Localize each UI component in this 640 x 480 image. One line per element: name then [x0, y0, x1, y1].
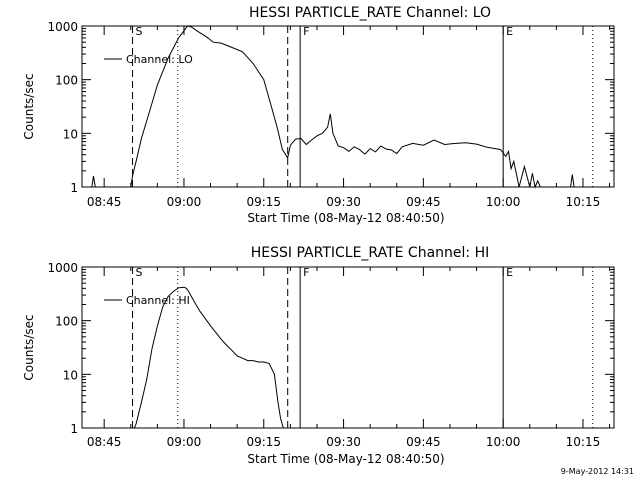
y-tick-label: 10	[63, 368, 78, 382]
x-tick-label: 10:00	[486, 195, 521, 209]
x-tick-label: 09:00	[167, 195, 202, 209]
legend-label: Channel: LO	[126, 53, 193, 66]
y-tick-label: 100	[55, 74, 78, 88]
y-tick-label: 1000	[47, 20, 78, 34]
y-tick-label: 100	[55, 315, 78, 329]
legend-label: Channel: HI	[126, 294, 190, 307]
y-axis-label: Counts/sec	[22, 314, 36, 380]
series-line	[133, 286, 284, 429]
chart-title: HESSI PARTICLE_RATE Channel: LO	[249, 5, 491, 21]
x-tick-label: 09:45	[406, 435, 441, 449]
timestamp: 9-May-2012 14:31	[561, 467, 634, 476]
marker-label: F	[303, 266, 309, 279]
plot-frame	[81, 266, 615, 429]
chart-title: HESSI PARTICLE_RATE Channel: HI	[251, 245, 489, 261]
y-tick-label: 1000	[47, 261, 78, 275]
marker-label: S	[136, 25, 143, 38]
x-tick-label: 09:15	[246, 195, 281, 209]
x-tick-label: 10:15	[566, 195, 601, 209]
x-tick-label: 09:00	[167, 435, 202, 449]
chart-panel-lo: HESSI PARTICLE_RATE Channel: LO 1 10 100 100…	[22, 5, 615, 225]
x-tick-label: 10:00	[486, 435, 521, 449]
marker-label: F	[303, 25, 309, 38]
x-tick-label: 09:30	[326, 435, 361, 449]
x-tick-label: 09:45	[406, 195, 441, 209]
chart-panel-hi: HESSI PARTICLE_RATE Channel: HI 1 10 100 100…	[22, 245, 615, 466]
marker-label: E	[506, 266, 513, 279]
marker-label: E	[506, 25, 513, 38]
x-axis-label: Start Time (08-May-12 08:40:50)	[247, 211, 444, 225]
x-tick-label: 08:45	[87, 435, 122, 449]
x-tick-label: 09:15	[246, 435, 281, 449]
marker-label: S	[136, 266, 143, 279]
x-axis-label: Start Time (08-May-12 08:40:50)	[247, 452, 444, 466]
x-tick-label: 08:45	[87, 195, 122, 209]
plot-frame	[81, 25, 615, 188]
y-tick-label: 1	[70, 422, 78, 436]
x-tick-label: 09:30	[326, 195, 361, 209]
y-axis-label: Counts/sec	[22, 73, 36, 139]
series-line	[91, 25, 575, 189]
y-tick-label: 1	[70, 181, 78, 195]
y-tick-label: 10	[63, 127, 78, 141]
x-tick-label: 10:15	[566, 435, 601, 449]
